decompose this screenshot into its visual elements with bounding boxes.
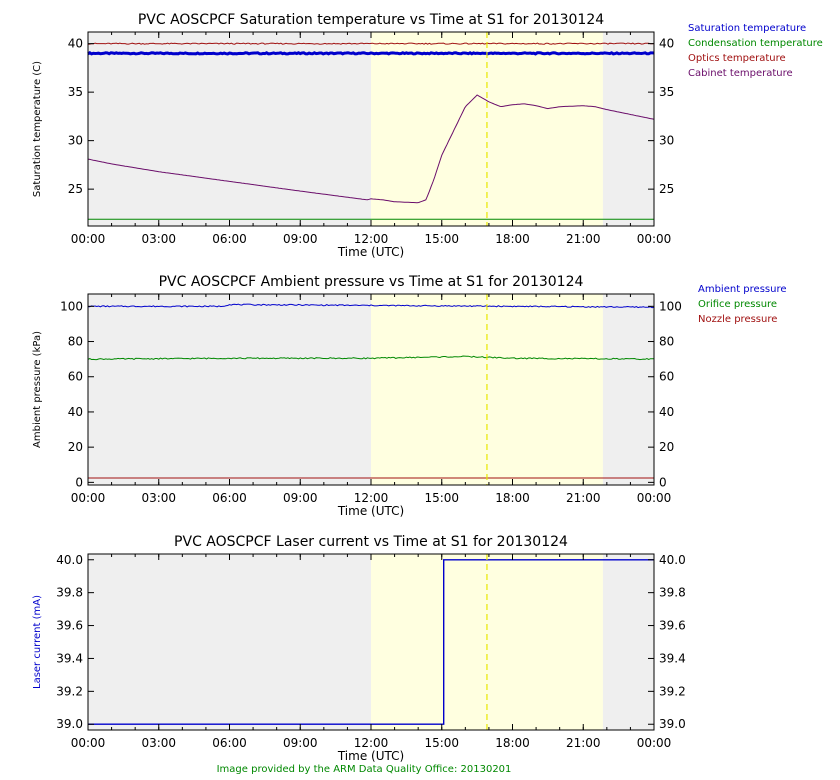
- x-tick-label: 12:00: [354, 232, 389, 246]
- y-tick-label-left: 80: [68, 335, 83, 349]
- x-tick-label: 15:00: [424, 491, 459, 505]
- x-tick-label: 06:00: [212, 491, 247, 505]
- x-tick-label: 18:00: [495, 736, 530, 750]
- day-shading: [371, 554, 603, 730]
- x-tick-label: 00:00: [71, 736, 106, 750]
- y-tick-label-left: 39.8: [56, 586, 83, 600]
- y-tick-label-left: 100: [60, 299, 83, 313]
- y-tick-label-left: 39.4: [56, 651, 83, 665]
- y-tick-label-left: 40: [68, 37, 83, 51]
- legend-entry: Condensation temperature: [688, 38, 823, 49]
- x-tick-label: 15:00: [424, 232, 459, 246]
- footer-credit: Image provided by the ARM Data Quality O…: [217, 764, 512, 775]
- x-tick-label: 18:00: [495, 491, 530, 505]
- x-axis-label: Time (UTC): [337, 245, 404, 259]
- y-tick-label-right: 60: [659, 370, 674, 384]
- x-tick-label: 03:00: [141, 232, 176, 246]
- x-tick-label: 03:00: [141, 736, 176, 750]
- legend-entry: Orifice pressure: [698, 299, 777, 310]
- y-tick-label-right: 25: [659, 182, 674, 196]
- y-tick-label-left: 40.0: [56, 553, 83, 567]
- x-tick-label: 12:00: [354, 491, 389, 505]
- y-axis-label: Laser current (mA): [32, 595, 43, 689]
- y-tick-label-left: 60: [68, 370, 83, 384]
- series-optics-temperature: [87, 42, 655, 45]
- x-tick-label: 00:00: [71, 491, 106, 505]
- x-tick-label: 06:00: [212, 232, 247, 246]
- x-tick-label: 18:00: [495, 232, 530, 246]
- chart-title: PVC AOSCPCF Ambient pressure vs Time at …: [159, 274, 584, 290]
- y-tick-label-right: 39.2: [659, 684, 686, 698]
- y-tick-label-right: 39.6: [659, 619, 686, 633]
- y-tick-label-right: 39.0: [659, 717, 686, 731]
- y-tick-label-right: 39.4: [659, 651, 686, 665]
- y-tick-label-left: 25: [68, 182, 83, 196]
- legend-entry: Saturation temperature: [688, 23, 806, 34]
- y-tick-label-right: 40: [659, 37, 674, 51]
- x-tick-label: 00:00: [637, 232, 672, 246]
- x-tick-label: 09:00: [283, 232, 318, 246]
- legend-entry: Cabinet temperature: [688, 68, 793, 79]
- y-tick-label-right: 40.0: [659, 553, 686, 567]
- chart-title: PVC AOSCPCF Saturation temperature vs Ti…: [138, 12, 604, 28]
- y-tick-label-right: 35: [659, 85, 674, 99]
- x-tick-label: 21:00: [566, 232, 601, 246]
- chart-panel-3: 00:00 03:00 06:00 09:00 12:00 15:00 18:00 21:00…: [32, 534, 686, 763]
- x-tick-label: 00:00: [637, 736, 672, 750]
- y-tick-label-right: 40: [659, 405, 674, 419]
- x-tick-label: 15:00: [424, 736, 459, 750]
- x-tick-label: 09:00: [283, 736, 318, 750]
- y-tick-label-left: 39.0: [56, 717, 83, 731]
- x-tick-label: 21:00: [566, 491, 601, 505]
- x-tick-label: 00:00: [71, 232, 106, 246]
- x-tick-label: 06:00: [212, 736, 247, 750]
- series-cabinet-temperature: [87, 94, 655, 204]
- chart-panel-1: 00:00 03:00 06:00 09:00 12:00 15:00 18:00 21:00…: [32, 12, 823, 259]
- series-saturation-temperature: [87, 51, 655, 56]
- legend-entry: Nozzle pressure: [698, 314, 777, 325]
- x-tick-label: 21:00: [566, 736, 601, 750]
- series-ambient-pressure: [88, 303, 655, 309]
- series-laser-current: [88, 559, 654, 725]
- y-tick-label-right: 100: [659, 299, 682, 313]
- x-tick-label: 03:00: [141, 491, 176, 505]
- x-tick-label: 00:00: [637, 491, 672, 505]
- y-tick-label-left: 0: [75, 475, 83, 489]
- y-tick-label-right: 20: [659, 440, 674, 454]
- x-tick-label: 09:00: [283, 491, 318, 505]
- y-tick-label-left: 30: [68, 134, 83, 148]
- y-tick-label-right: 0: [659, 475, 667, 489]
- y-axis-label: Saturation temperature (C): [32, 61, 43, 197]
- x-axis-label: Time (UTC): [337, 749, 404, 763]
- chart-title: PVC AOSCPCF Laser current vs Time at S1 …: [174, 534, 568, 550]
- x-tick-label: 12:00: [354, 736, 389, 750]
- series-orifice-pressure: [87, 355, 654, 361]
- y-tick-label-left: 39.6: [56, 619, 83, 633]
- y-tick-label-right: 80: [659, 335, 674, 349]
- y-tick-label-left: 35: [68, 85, 83, 99]
- x-axis-label: Time (UTC): [337, 504, 404, 518]
- y-tick-label-right: 39.8: [659, 586, 686, 600]
- y-tick-label-left: 20: [68, 440, 83, 454]
- y-tick-label-left: 40: [68, 405, 83, 419]
- y-axis-label: Ambient pressure (kPa): [32, 331, 43, 448]
- y-tick-label-left: 39.2: [56, 684, 83, 698]
- y-tick-label-right: 30: [659, 134, 674, 148]
- chart-panel-2: 00:00 03:00 06:00 09:00 12:00 15:00 18:00 21:00…: [32, 274, 787, 518]
- legend-entry: Optics temperature: [688, 53, 786, 64]
- legend-entry: Ambient pressure: [698, 284, 787, 295]
